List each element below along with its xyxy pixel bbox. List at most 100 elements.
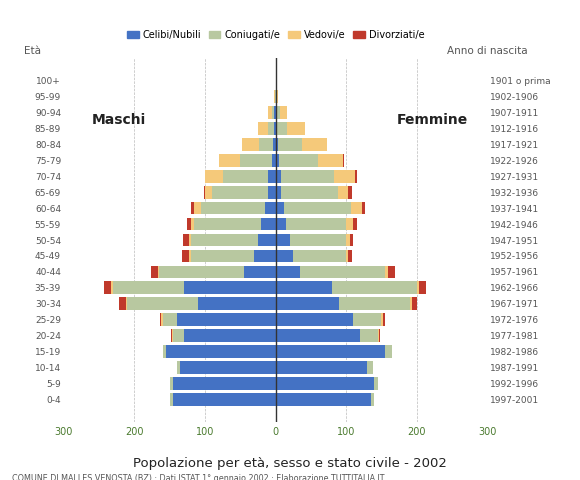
Bar [286,217,346,230]
Bar [409,298,412,310]
Bar [276,154,279,167]
Bar [361,202,365,215]
Bar [276,377,374,390]
Bar [212,186,269,199]
Bar [339,298,409,310]
Bar [302,138,327,151]
Bar [284,202,351,215]
Bar [161,313,162,326]
Bar [240,154,272,167]
Bar [191,234,258,246]
Bar [379,329,380,342]
Bar [151,265,158,278]
Bar [276,138,278,151]
Bar [334,170,355,182]
Bar [194,217,262,230]
Text: Femmine: Femmine [397,113,468,127]
Bar [382,313,383,326]
Bar [272,154,276,167]
Bar [269,122,274,135]
Bar [276,122,277,135]
Bar [276,250,293,263]
Bar [348,186,351,199]
Bar [172,329,173,342]
Bar [276,345,385,358]
Bar [104,281,111,294]
Bar [348,250,351,263]
Bar [269,186,276,199]
Bar [159,265,244,278]
Bar [177,361,180,374]
Bar [371,393,374,406]
Bar [383,313,385,326]
Bar [269,106,272,119]
Bar [279,154,318,167]
Bar [412,298,418,310]
Bar [350,234,353,246]
Bar [276,186,281,199]
Bar [343,154,344,167]
Bar [128,298,198,310]
Bar [293,250,346,263]
Bar [277,106,280,119]
Bar [276,361,367,374]
Bar [191,217,194,230]
Bar [191,202,194,215]
Bar [183,234,188,246]
Bar [346,250,348,263]
Bar [258,122,269,135]
Bar [353,313,382,326]
Bar [274,122,276,135]
Text: COMUNE DI MALLES VENOSTA (BZ) · Dati ISTAT 1° gennaio 2002 · Elaborazione TUTTIT: COMUNE DI MALLES VENOSTA (BZ) · Dati IST… [12,474,384,480]
Bar [332,281,416,294]
Bar [374,377,378,390]
Bar [281,186,338,199]
Bar [274,90,275,103]
Bar [353,217,357,230]
Bar [280,106,287,119]
Text: Maschi: Maschi [92,113,146,127]
Bar [113,281,184,294]
Bar [160,313,161,326]
Bar [338,186,348,199]
Bar [289,234,346,246]
Legend: Celibi/Nubili, Coniugati/e, Vedovi/e, Divorziati/e: Celibi/Nubili, Coniugati/e, Vedovi/e, Di… [123,26,428,44]
Bar [205,186,212,199]
Bar [277,122,288,135]
Bar [318,154,343,167]
Text: Età: Età [24,46,41,56]
Bar [360,329,378,342]
Bar [276,281,332,294]
Bar [169,393,173,406]
Bar [276,313,353,326]
Bar [166,345,276,358]
Bar [300,265,385,278]
Bar [191,250,254,263]
Bar [276,217,286,230]
Bar [274,106,276,119]
Bar [378,329,379,342]
Bar [385,265,389,278]
Bar [273,138,276,151]
Bar [205,170,223,182]
Bar [184,329,276,342]
Bar [276,90,278,103]
Bar [194,202,201,215]
Bar [242,138,259,151]
Bar [171,329,172,342]
Bar [184,281,276,294]
Bar [111,281,113,294]
Bar [276,202,284,215]
Bar [416,281,419,294]
Bar [244,265,276,278]
Bar [276,234,289,246]
Bar [201,202,265,215]
Bar [346,234,350,246]
Bar [272,106,274,119]
Bar [258,234,276,246]
Bar [198,298,276,310]
Bar [204,186,205,199]
Bar [162,313,177,326]
Bar [119,298,126,310]
Bar [389,265,396,278]
